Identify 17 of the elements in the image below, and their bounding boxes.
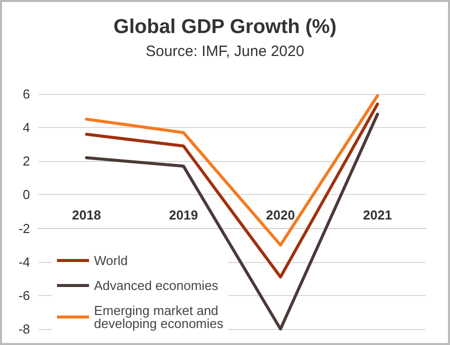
x-tick-label: 2020: [266, 208, 295, 223]
legend-label: Advanced economies: [94, 278, 219, 293]
legend-label: Emerging market and developing economies: [94, 303, 224, 331]
y-tick-label: -4: [18, 254, 30, 270]
y-tick-label: -8: [18, 322, 30, 336]
x-tick-label: 2018: [72, 208, 101, 223]
y-tick-label: 4: [22, 120, 30, 136]
chart-title: Global GDP Growth (%): [114, 16, 336, 38]
legend-label: World: [94, 253, 128, 268]
x-tick-label: 2021: [363, 208, 392, 223]
y-tick-label: 2: [22, 154, 30, 169]
x-tick-label: 2019: [169, 208, 198, 223]
y-tick-label: -6: [18, 288, 30, 303]
source-note: Source: IMF, June 2020: [146, 43, 304, 60]
y-tick-label: 6: [22, 86, 30, 102]
y-tick-label: -2: [18, 220, 30, 236]
y-tick-label: 0: [22, 187, 30, 202]
